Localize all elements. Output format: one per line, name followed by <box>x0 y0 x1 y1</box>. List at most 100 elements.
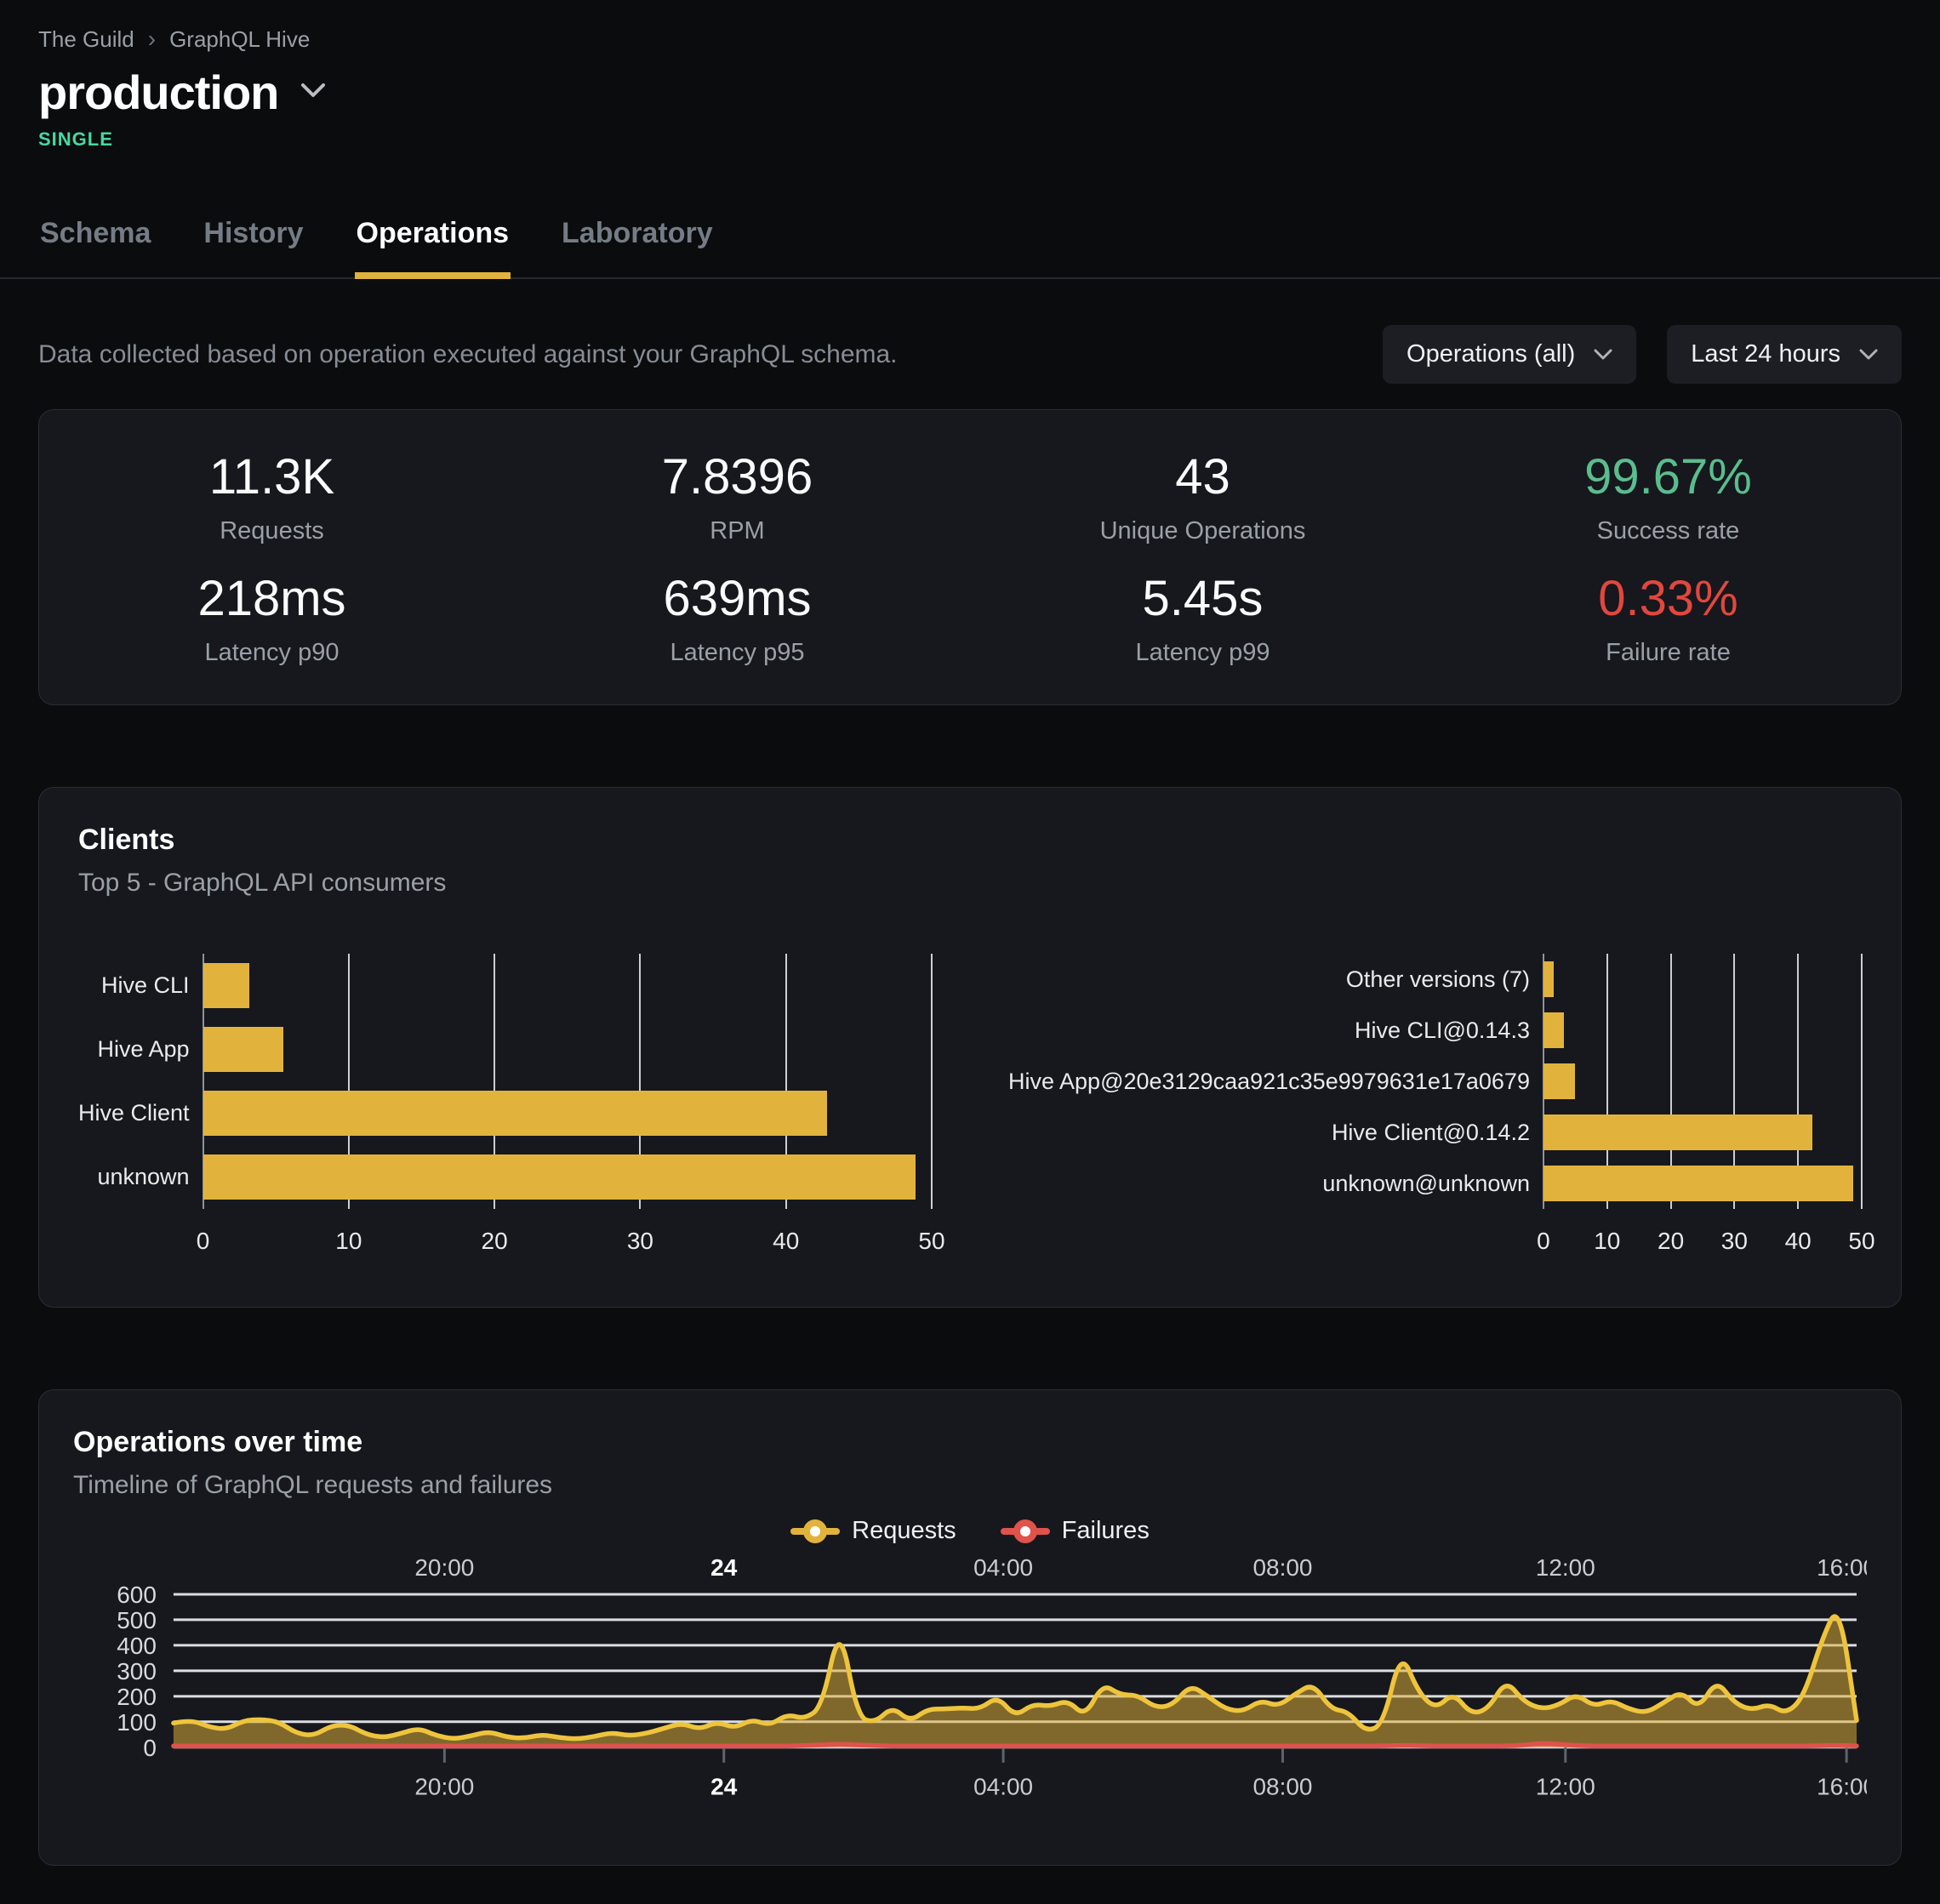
x-tick-label-top: 24 <box>710 1554 738 1581</box>
gridline <box>347 954 350 1209</box>
stat-latency-p90-value: 218ms <box>197 570 346 626</box>
timeline-card-subtitle: Timeline of GraphQL requests and failure… <box>73 1471 553 1499</box>
y-tick-label: 400 <box>117 1633 157 1659</box>
x-tick-label: 10 <box>335 1228 362 1254</box>
bar-row <box>1543 1158 1862 1209</box>
x-tick-label-bottom: 20:00 <box>414 1774 474 1800</box>
gridline <box>1861 954 1863 1209</box>
x-tick-label-top: 20:00 <box>414 1554 474 1581</box>
clients-card-subtitle: Top 5 - GraphQL API consumers <box>78 869 447 897</box>
x-tick-label-top: 08:00 <box>1252 1554 1312 1581</box>
bar-category-label: unknown <box>97 1164 190 1189</box>
bar-row <box>203 1018 932 1081</box>
x-tick-label: 50 <box>918 1228 945 1254</box>
gridline <box>639 954 642 1209</box>
breadcrumb-project[interactable]: GraphQL Hive <box>169 26 311 52</box>
x-tick-label: 20 <box>1658 1228 1685 1254</box>
bar <box>203 1091 827 1136</box>
tab-schema[interactable]: Schema <box>40 217 151 249</box>
bar-category-label: Hive Client <box>78 1100 190 1126</box>
x-tick-label: 40 <box>1784 1228 1812 1254</box>
breadcrumb-org[interactable]: The Guild <box>38 26 134 52</box>
stat-unique-operations-value: 43 <box>1175 448 1230 505</box>
clients-chart-by-version: Other versions (7) Hive CLI@0.14.3 Hive Ap… <box>1008 954 1875 1254</box>
bar-row <box>1543 1056 1862 1107</box>
bar-category-label: Hive App <box>97 1036 190 1062</box>
bar-row <box>203 954 932 1018</box>
page-description: Data collected based on operation execut… <box>38 339 898 368</box>
chevron-down-icon <box>1859 349 1878 359</box>
chevron-down-icon <box>1594 349 1612 359</box>
time-range-dropdown[interactable]: Last 24 hours <box>1667 325 1902 384</box>
toolbar: Data collected based on operation execut… <box>0 325 1940 384</box>
x-tick-label-bottom: 12:00 <box>1536 1774 1595 1800</box>
target-switcher-chevron-icon[interactable] <box>300 83 326 102</box>
y-tick-label: 500 <box>117 1607 157 1633</box>
x-tick-label: 10 <box>1594 1228 1621 1254</box>
x-tick-label: 30 <box>1720 1228 1748 1254</box>
x-tick-label: 0 <box>196 1228 210 1254</box>
y-tick-label: 600 <box>117 1582 157 1608</box>
stat-latency-p95-value: 639ms <box>663 570 812 626</box>
tab-laboratory[interactable]: Laboratory <box>562 217 713 249</box>
stats-card: 11.3K Requests 7.8396 RPM 43 Unique Oper… <box>38 409 1902 705</box>
legend-item-failures[interactable]: Failures <box>1000 1517 1150 1545</box>
bar <box>1543 1114 1812 1150</box>
stat-requests: 11.3K Requests <box>209 448 334 545</box>
page-title: production <box>38 66 279 119</box>
clients-card: Clients Top 5 - GraphQL API consumers Hi… <box>38 787 1902 1308</box>
time-range-label: Last 24 hours <box>1691 340 1840 368</box>
x-tick-label-bottom: 24 <box>710 1774 738 1800</box>
stat-failure-rate-value: 0.33% <box>1598 570 1738 626</box>
gridline <box>1669 954 1672 1209</box>
target-mode-badge: SINGLE <box>38 128 113 150</box>
stat-latency-p99-label: Latency p99 <box>1135 638 1270 666</box>
requests-area <box>173 1616 1857 1747</box>
tab-operations[interactable]: Operations <box>354 205 511 279</box>
bar-row <box>203 1081 932 1145</box>
x-tick-label: 20 <box>481 1228 508 1254</box>
x-tick-label-top: 16:00 <box>1817 1554 1867 1581</box>
tab-history[interactable]: History <box>203 217 304 249</box>
bar <box>1543 1012 1564 1048</box>
bar-row <box>203 1145 932 1209</box>
legend-failures-label: Failures <box>1061 1517 1150 1544</box>
bar <box>203 963 250 1008</box>
breadcrumb: The Guild › GraphQL Hive <box>38 26 1902 53</box>
x-tick-label: 50 <box>1848 1228 1875 1254</box>
bar-category-label: Hive CLI <box>101 972 190 998</box>
x-tick-label-bottom: 16:00 <box>1817 1774 1867 1800</box>
stat-rpm-value: 7.8396 <box>661 448 813 505</box>
stat-success-rate: 99.67% Success rate <box>1584 448 1752 545</box>
bar-category-label: Hive CLI@0.14.3 <box>1354 1017 1530 1043</box>
bar-category-label: Hive App@20e3129caa921c35e9979631e17a067… <box>1008 1068 1530 1094</box>
requests-series-marker-icon <box>790 1519 841 1544</box>
y-tick-label: 0 <box>143 1735 157 1761</box>
y-tick-label: 100 <box>117 1709 157 1736</box>
bar-row <box>1543 954 1862 1005</box>
x-tick-label: 40 <box>773 1228 800 1254</box>
stat-latency-p90: 218ms Latency p90 <box>197 570 345 667</box>
operations-over-time-card: Operations over time Timeline of GraphQL… <box>38 1389 1902 1866</box>
tabs-bar: Schema History Operations Laboratory <box>0 205 1940 279</box>
stat-latency-p99: 5.45s Latency p99 <box>1135 570 1270 667</box>
bar-category-label: Other versions (7) <box>1345 966 1530 992</box>
y-tick-label: 200 <box>117 1684 157 1710</box>
operations-filter-dropdown[interactable]: Operations (all) <box>1383 325 1637 384</box>
bar <box>203 1154 916 1200</box>
x-tick-label-bottom: 04:00 <box>973 1774 1033 1800</box>
gridline <box>1797 954 1800 1209</box>
gridline <box>785 954 787 1209</box>
axis-line <box>202 954 204 1209</box>
legend-requests-label: Requests <box>852 1517 956 1544</box>
stat-success-rate-label: Success rate <box>1596 516 1740 544</box>
bar <box>1543 961 1554 997</box>
stat-requests-label: Requests <box>220 516 324 544</box>
hbar-chart: Hive CLI Hive App Hive Client unknown 0 10 20 3… <box>78 954 945 1254</box>
failures-line <box>171 1741 1859 1749</box>
legend-item-requests[interactable]: Requests <box>790 1517 956 1545</box>
x-tick-label-bottom: 08:00 <box>1252 1774 1312 1800</box>
stat-unique-operations: 43 Unique Operations <box>1100 448 1306 545</box>
stat-success-rate-value: 99.67% <box>1584 448 1752 505</box>
bar <box>1543 1063 1576 1099</box>
